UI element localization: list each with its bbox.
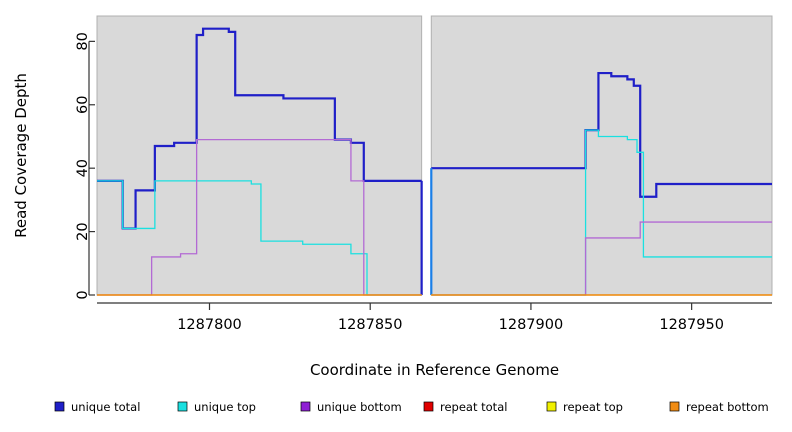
x-tick-label-1287800: 1287800	[177, 317, 242, 333]
legend-label-unique-bottom: unique bottom	[317, 400, 402, 414]
plot-panel-right	[431, 16, 772, 295]
legend-label-unique-total: unique total	[71, 400, 140, 414]
legend-swatch-unique-top	[177, 401, 188, 412]
y-tick-label-20: 20	[75, 222, 91, 240]
legend-swatch-repeat-bottom	[669, 401, 680, 412]
y-tick-label-80: 80	[75, 32, 91, 50]
y-tick-label-60: 60	[75, 96, 91, 114]
legend-label-repeat-total: repeat total	[440, 400, 507, 414]
y-axis-title: Read Coverage Depth	[12, 73, 30, 238]
legend-swatch-repeat-top	[546, 401, 557, 412]
legend-label-repeat-bottom: repeat bottom	[686, 400, 769, 414]
x-tick-label-1287850: 1287850	[338, 317, 403, 333]
series-unique-top-seg1	[431, 129, 772, 296]
legend-label-repeat-top: repeat top	[563, 400, 623, 414]
legend-swatch-unique-bottom	[300, 401, 311, 412]
x-tick-label-1287900: 1287900	[499, 317, 564, 333]
legend-swatch-repeat-total	[423, 401, 434, 412]
x-axis-title: Coordinate in Reference Genome	[310, 361, 559, 379]
plot-panel-left	[97, 16, 422, 295]
legend-swatch-unique-total	[54, 401, 65, 412]
series-unique-bottom-seg0	[97, 139, 422, 296]
y-tick-label-40: 40	[75, 159, 91, 177]
x-tick-label-1287950: 1287950	[659, 317, 724, 333]
series-unique-top-seg0	[97, 180, 422, 296]
y-tick-label-0: 0	[75, 290, 91, 299]
legend-label-unique-top: unique top	[194, 400, 256, 414]
